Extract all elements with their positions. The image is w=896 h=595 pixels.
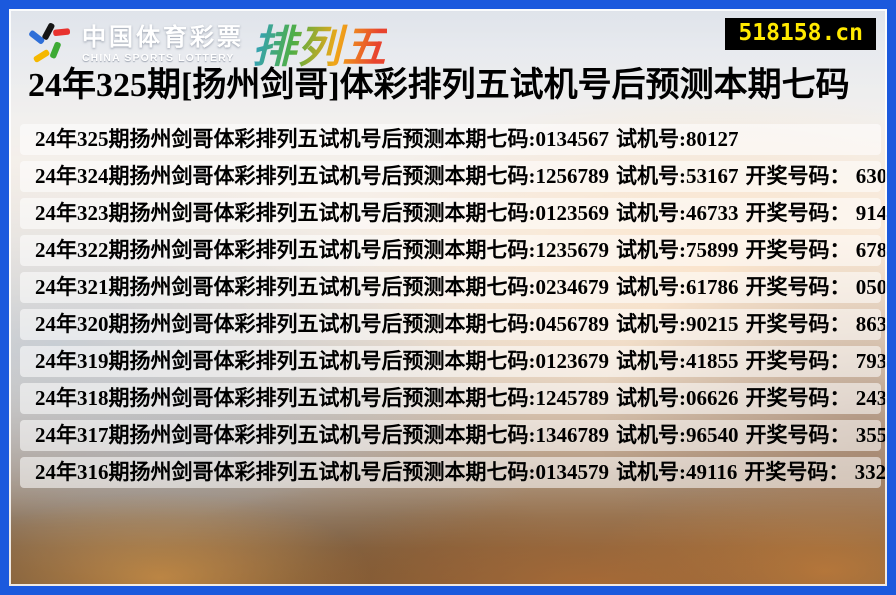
draw-number: 开奖号码： 33275 [744, 460, 896, 484]
row-prefix: 24年319期扬州剑哥体彩排列五试机号后预测本期七码: [35, 349, 536, 373]
prediction-row: 24年319期扬州剑哥体彩排列五试机号后预测本期七码:0123679 试机号:41… [20, 346, 896, 377]
row-prefix: 24年322期扬州剑哥体彩排列五试机号后预测本期七码: [35, 238, 536, 262]
row-prefix: 24年320期扬州剑哥体彩排列五试机号后预测本期七码: [35, 312, 536, 336]
seven-code-value: 1346789 [535, 423, 610, 447]
draw-number: 开奖号码： 35575 [745, 423, 896, 447]
brand-header: 中国体育彩票 CHINA SPORTS LOTTERY 排列五 [26, 13, 387, 77]
sports-lottery-logo-icon [29, 22, 71, 63]
prediction-row: 24年325期扬州剑哥体彩排列五试机号后预测本期七码:0134567 试机号:80… [20, 124, 881, 155]
brand-text-block: 中国体育彩票 CHINA SPORTS LOTTERY [82, 26, 244, 64]
row-prefix: 24年324期扬州剑哥体彩排列五试机号后预测本期七码: [35, 164, 536, 188]
draw-number: 开奖号码： 05007 [745, 275, 896, 299]
test-number: 试机号:06626 [616, 386, 739, 410]
draw-number: 开奖号码： 91473 [745, 201, 896, 225]
draw-number: 开奖号码： 67858 [745, 238, 896, 262]
prediction-row: 24年324期扬州剑哥体彩排列五试机号后预测本期七码:1256789 试机号:53… [20, 161, 896, 192]
seven-code-value: 0134567 [535, 127, 610, 151]
seven-code-value: 0234679 [535, 275, 610, 299]
row-prefix: 24年321期扬州剑哥体彩排列五试机号后预测本期七码: [35, 275, 536, 299]
site-url-badge[interactable]: 518158.cn [725, 18, 876, 50]
seven-code-value: 0123679 [535, 349, 610, 373]
test-number: 试机号:46733 [616, 201, 739, 225]
test-number: 试机号:49116 [616, 460, 738, 484]
draw-number: 开奖号码： 79335 [745, 349, 896, 373]
draw-number: 开奖号码： 63013 [745, 164, 896, 188]
test-number: 试机号:80127 [616, 127, 739, 151]
brand-name-cn: 中国体育彩票 [82, 24, 244, 52]
test-number: 试机号:61786 [616, 275, 739, 299]
test-number: 试机号:90215 [616, 312, 739, 336]
prediction-row: 24年321期扬州剑哥体彩排列五试机号后预测本期七码:0234679 试机号:61… [20, 272, 896, 303]
row-prefix: 24年323期扬州剑哥体彩排列五试机号后预测本期七码: [35, 201, 536, 225]
prediction-row: 24年316期扬州剑哥体彩排列五试机号后预测本期七码:0134579 试机号:49… [20, 457, 896, 488]
row-prefix: 24年316期扬州剑哥体彩排列五试机号后预测本期七码: [35, 460, 536, 484]
draw-number: 开奖号码： 24398 [745, 386, 896, 410]
prediction-row: 24年322期扬州剑哥体彩排列五试机号后预测本期七码:1235679 试机号:75… [20, 235, 896, 266]
test-number: 试机号:75899 [616, 238, 739, 262]
seven-code-value: 1235679 [535, 238, 610, 262]
test-number: 试机号:41855 [616, 349, 739, 373]
row-prefix: 24年318期扬州剑哥体彩排列五试机号后预测本期七码: [35, 386, 536, 410]
test-number: 试机号:53167 [616, 164, 739, 188]
prediction-row: 24年318期扬州剑哥体彩排列五试机号后预测本期七码:1245789 试机号:06… [20, 383, 896, 414]
prediction-row: 24年317期扬州剑哥体彩排列五试机号后预测本期七码:1346789 试机号:96… [20, 420, 896, 451]
game-name-pailie5: 排列五 [252, 11, 387, 75]
row-prefix: 24年317期扬州剑哥体彩排列五试机号后预测本期七码: [35, 423, 536, 447]
test-number: 试机号:96540 [616, 423, 739, 447]
prediction-row: 24年320期扬州剑哥体彩排列五试机号后预测本期七码:0456789 试机号:90… [20, 309, 896, 340]
brand-name-en: CHINA SPORTS LOTTERY [82, 52, 235, 65]
row-prefix: 24年325期扬州剑哥体彩排列五试机号后预测本期七码: [35, 127, 536, 151]
page-title: 24年325期[扬州剑哥]体彩排列五试机号后预测本期七码 [28, 67, 850, 104]
seven-code-value: 0123569 [535, 201, 610, 225]
prediction-list: 24年325期扬州剑哥体彩排列五试机号后预测本期七码:0134567 试机号:80… [20, 124, 896, 494]
seven-code-value: 0456789 [535, 312, 610, 336]
seven-code-value: 1256789 [535, 164, 610, 188]
prediction-row: 24年323期扬州剑哥体彩排列五试机号后预测本期七码:0123569 试机号:46… [20, 198, 896, 229]
seven-code-value: 0134579 [535, 460, 610, 484]
draw-number: 开奖号码： 86346 [745, 312, 896, 336]
seven-code-value: 1245789 [535, 386, 610, 410]
